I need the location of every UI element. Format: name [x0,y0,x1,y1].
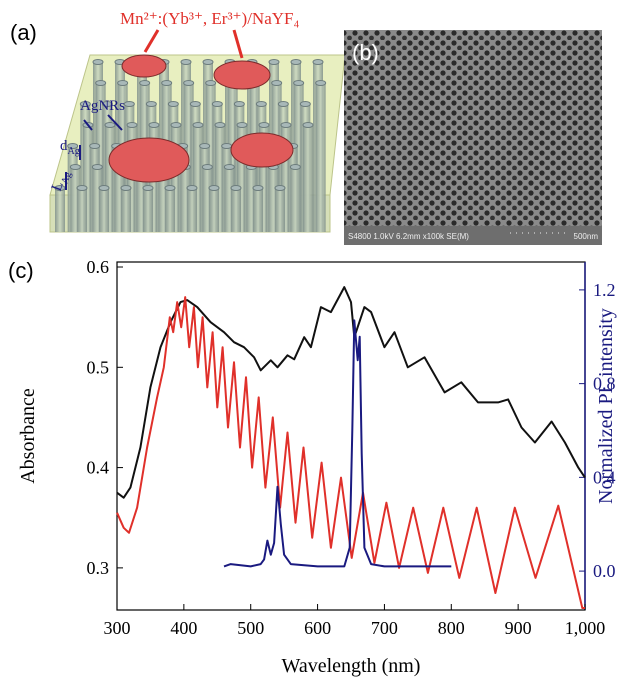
nanorod-top [77,186,87,191]
nanorod-top [256,102,266,107]
nanorod-top [237,123,247,128]
nanorod-top [212,102,222,107]
nanorod [121,188,131,232]
nanorod-top [222,144,232,149]
nanorod-label: AgNRs [80,98,125,114]
nanorod-top [224,165,234,170]
nanorod-top [253,186,263,191]
nanorod-top [121,186,131,191]
nanorod-top [313,60,323,65]
x-tick-label: 600 [304,618,331,638]
panel-label: (b) [352,40,379,65]
nanorod-top [171,123,181,128]
panel-label: (c) [8,258,34,283]
x-tick-label: 900 [505,618,532,638]
nanorod [253,188,263,232]
nanorod-top [168,102,178,107]
y-tick-label: 0.5 [87,357,110,377]
nanorod-top [165,186,175,191]
material-label: Mn²⁺:(Yb³⁺, Er³⁺)/NaYF₄ [120,9,299,28]
nanorod [209,188,219,232]
nanorod-top [234,102,244,107]
nanorod-top [200,144,210,149]
nanorod-top [294,81,304,86]
y-tick-label: 0.3 [87,558,110,578]
nanorod [165,188,175,232]
nanorod-top [96,81,106,86]
nanorod-top [275,186,285,191]
x-tick-label: 400 [170,618,197,638]
nanorod-top [162,81,172,86]
nanorod [290,167,300,232]
nanorod-top [105,123,115,128]
sem-image [344,30,602,245]
nanorod-top [215,123,225,128]
y2-tick-label: 0.0 [593,561,616,581]
nanorod-top [90,144,100,149]
schematic [50,30,345,232]
nanorod-top [124,102,134,107]
x-tick-label: 1,000 [565,618,606,638]
nanorod-top [146,102,156,107]
nanorod [55,188,65,232]
nanorod [187,188,197,232]
x-tick-label: 800 [438,618,465,638]
nanorod-top [290,165,300,170]
y-axis-label: Absorbance [17,388,39,484]
y-tick-label: 0.4 [87,458,110,478]
nanorod [316,83,326,232]
nanorod-top [206,81,216,86]
nanorod-top [193,123,203,128]
y2-axis-label: Normalized PL intensity [595,308,617,504]
nanorod [231,188,241,232]
nanorod [99,188,109,232]
subscript: Ag [68,146,80,157]
nanorod-top [269,60,279,65]
nanorod-top [259,123,269,128]
scale-bar-label: 500nm [574,232,599,241]
nanorod-top [99,186,109,191]
nanorod-top [118,81,128,86]
nanorod-top [143,186,153,191]
nanorod-top [187,186,197,191]
nanorod-top [316,81,326,86]
nanorod-top [140,81,150,86]
nanorod-top [231,186,241,191]
nanorod-top [300,102,310,107]
nanorod-top [149,123,159,128]
nanorod-top [281,123,291,128]
nanorod-top [203,60,213,65]
nanorod-top [278,102,288,107]
x-tick-label: 700 [371,618,398,638]
nanorod-top [202,165,212,170]
nanorod-top [190,102,200,107]
nanorod-top [93,60,103,65]
y2-tick-label: 1.2 [593,280,616,300]
nanorod-top [127,123,137,128]
nanorod [143,188,153,232]
sem-info: S4800 1.0kV 6.2mm x100k SE(M) [348,232,469,241]
nanorod-top [209,186,219,191]
y-tick-label: 0.6 [87,257,110,277]
nanorod-top [181,60,191,65]
x-tick-label: 500 [237,618,264,638]
figure: (a) Mn²⁺:(Yb³⁺, Er³⁺)/NaYF₄ AgNRs dAg LA… [0,0,626,681]
nanorod-top [92,165,102,170]
nanorod-top [184,81,194,86]
nanorod [77,188,87,232]
x-tick-label: 300 [104,618,131,638]
nanorod [275,188,285,232]
nanorod-top [303,123,313,128]
nanorod-top [70,165,80,170]
nanorod-top [291,60,301,65]
panel-label: (a) [10,20,37,45]
nanorod-top [272,81,282,86]
x-axis-label: Wavelength (nm) [282,655,421,677]
nanorod [303,125,313,232]
